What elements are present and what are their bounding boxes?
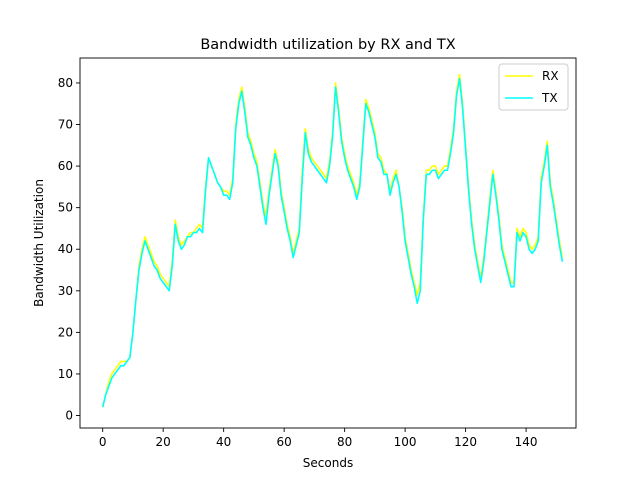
x-tick-label: 100 xyxy=(394,435,417,449)
y-tick-label: 80 xyxy=(58,76,73,90)
x-tick-label: 0 xyxy=(99,435,107,449)
y-tick-label: 0 xyxy=(65,409,73,423)
y-tick-label: 60 xyxy=(58,159,73,173)
axes-frame xyxy=(79,57,577,429)
y-tick-label: 40 xyxy=(58,242,73,256)
x-tick-label: 40 xyxy=(216,435,231,449)
series-line-tx xyxy=(101,77,564,408)
x-tick-label: 60 xyxy=(277,435,292,449)
legend-label-rx: RX xyxy=(542,69,559,83)
legend: RX TX xyxy=(498,63,569,111)
y-tick-label: 50 xyxy=(58,201,73,215)
legend-label-tx: TX xyxy=(541,91,558,105)
x-axis-title: Seconds xyxy=(303,456,353,470)
x-tick-label: 80 xyxy=(337,435,352,449)
y-tick-label: 70 xyxy=(58,118,73,132)
x-tick-label: 140 xyxy=(515,435,538,449)
x-tick-label: 20 xyxy=(156,435,171,449)
y-tick-label: 10 xyxy=(58,367,73,381)
x-tick-label: 120 xyxy=(454,435,477,449)
plot-area: 0 20 40 60 80 100 120 140 0 10 20 30 40 50 60 70 80 xyxy=(58,57,577,449)
y-tick-label: 20 xyxy=(58,325,73,339)
y-tick-label: 30 xyxy=(58,284,73,298)
chart-title: Bandwidth utilization by RX and TX xyxy=(200,37,455,53)
y-axis-title: Bandwidth Utilization xyxy=(32,179,46,307)
